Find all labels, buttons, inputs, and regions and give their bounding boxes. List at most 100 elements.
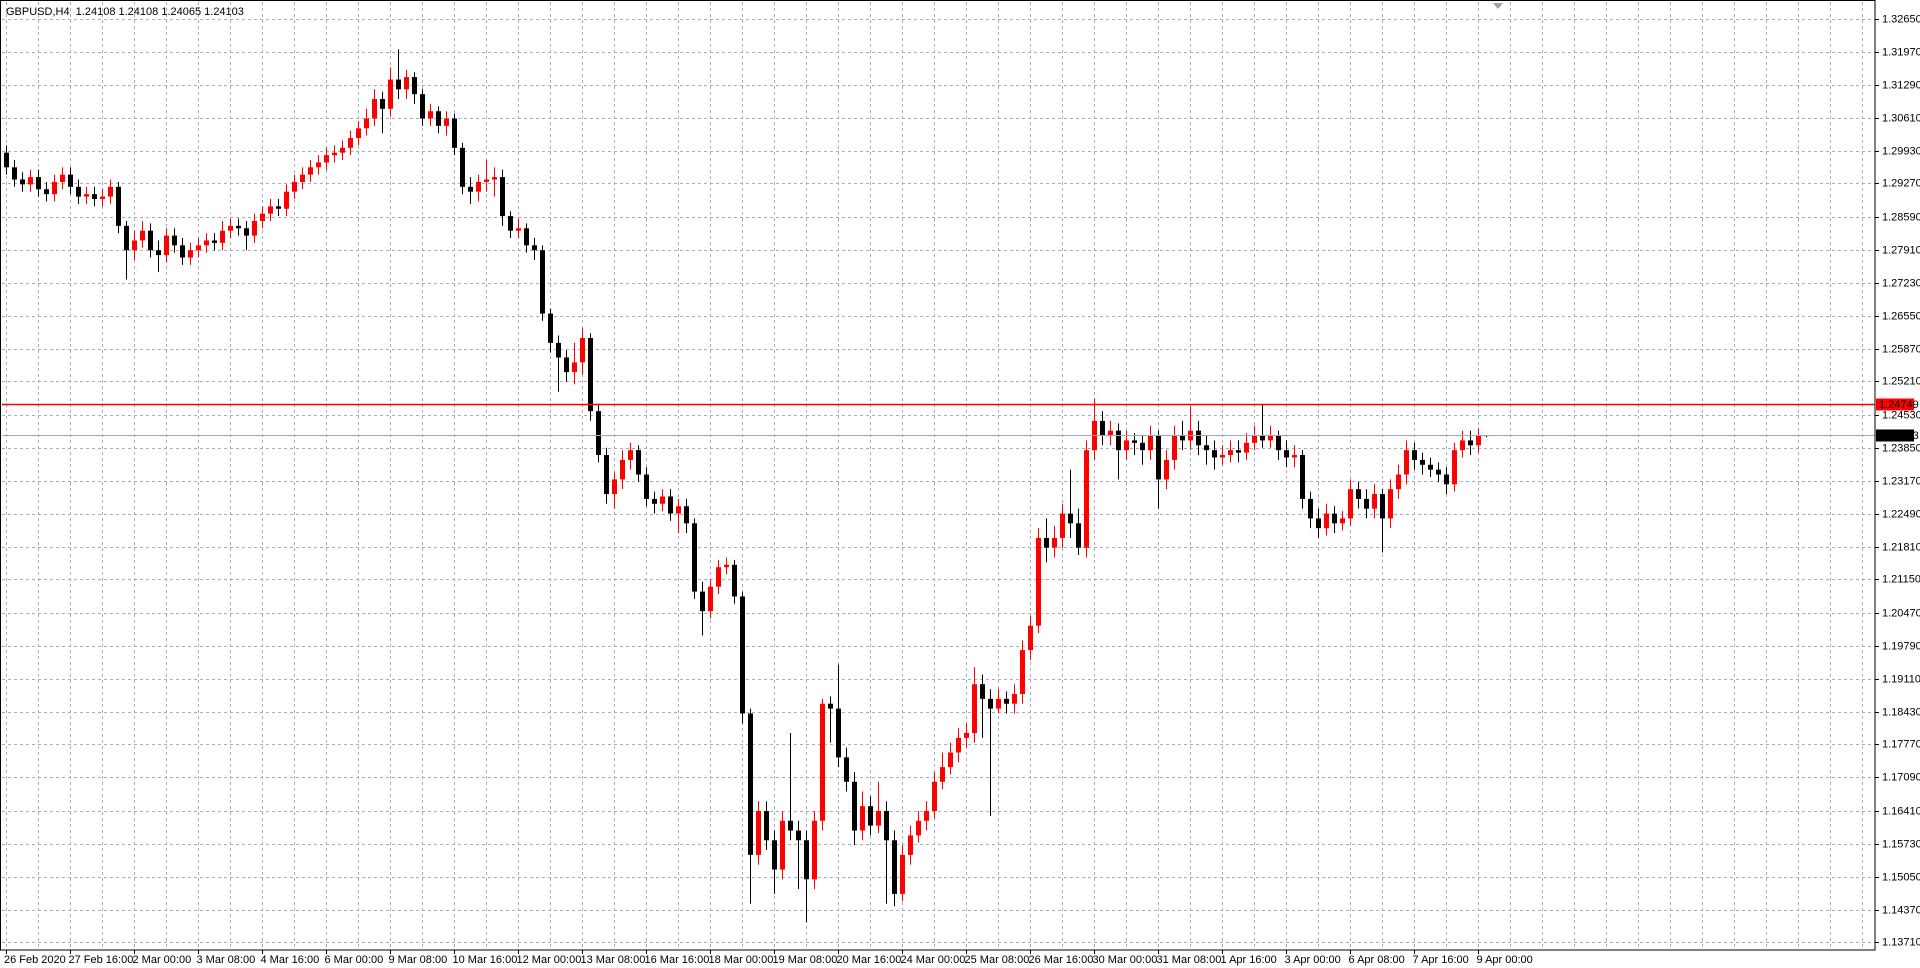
candle-body xyxy=(836,708,841,758)
candle-body xyxy=(1044,537,1049,548)
candle-body xyxy=(724,564,729,568)
y-tick-label: 1.21810 xyxy=(1882,541,1920,553)
candle-body xyxy=(1172,435,1177,460)
y-tick-label: 1.17090 xyxy=(1882,771,1920,783)
x-tick-label: 26 Feb 2020 xyxy=(4,954,66,966)
candle-body xyxy=(940,767,945,782)
candle-body xyxy=(1324,513,1329,529)
candle-body xyxy=(1132,440,1137,443)
candle-body xyxy=(652,498,657,504)
x-tick-label: 30 Mar 00:00 xyxy=(1093,954,1158,966)
candle-body xyxy=(812,820,817,880)
x-tick-label: 24 Mar 00:00 xyxy=(901,954,966,966)
candle-body xyxy=(684,506,689,524)
candle-body xyxy=(156,250,161,256)
candle-body xyxy=(132,240,137,251)
candle-body xyxy=(1396,474,1401,490)
candle-body xyxy=(860,806,865,831)
candle-body xyxy=(284,191,289,209)
y-tick-label: 1.21150 xyxy=(1882,573,1920,585)
candle-body xyxy=(468,186,473,192)
candle-body xyxy=(140,230,145,241)
candle-body xyxy=(1260,435,1265,441)
candle-body xyxy=(852,781,857,831)
candle-body xyxy=(260,213,265,221)
candle-body xyxy=(44,189,49,195)
candle-body xyxy=(844,757,849,782)
y-tick-label: 1.19790 xyxy=(1882,640,1920,652)
candle-body xyxy=(380,99,385,109)
y-tick-label: 1.29270 xyxy=(1882,177,1920,189)
candle-body xyxy=(1428,464,1433,470)
candle-body xyxy=(348,138,353,148)
y-tick-label: 1.25210 xyxy=(1882,375,1920,387)
candle-body xyxy=(676,506,681,514)
candle-body xyxy=(68,174,73,187)
candle-body xyxy=(52,181,57,195)
candle-body xyxy=(580,337,585,363)
candle-body xyxy=(1164,459,1169,480)
candle-body xyxy=(452,118,457,148)
candle-body xyxy=(332,152,337,156)
candle-body xyxy=(540,250,545,314)
y-tick-label: 1.19110 xyxy=(1882,673,1920,685)
candle-body xyxy=(212,240,217,243)
y-tick-label: 1.29930 xyxy=(1882,145,1920,157)
candle-body xyxy=(1204,445,1209,451)
candle-body xyxy=(1228,450,1233,456)
y-tick-label: 1.24530 xyxy=(1882,409,1920,421)
candle-body xyxy=(1340,518,1345,524)
candle-body xyxy=(20,179,25,185)
candle-body xyxy=(1036,537,1041,626)
candle-body xyxy=(1108,430,1113,436)
y-tick-label: 1.17770 xyxy=(1882,738,1920,750)
candle-body xyxy=(92,194,97,200)
candle-body xyxy=(428,111,433,119)
candle-body xyxy=(996,698,1001,709)
candle-body xyxy=(596,411,601,456)
plot-frame xyxy=(0,0,1876,951)
y-tick-label: 1.23170 xyxy=(1882,475,1920,487)
x-tick-label: 9 Mar 08:00 xyxy=(389,954,448,966)
candle-body xyxy=(1076,523,1081,548)
candle-body xyxy=(84,194,89,197)
candle-body xyxy=(444,118,449,126)
candle-body xyxy=(1196,430,1201,446)
candle-body xyxy=(756,811,761,855)
candle-body xyxy=(1404,450,1409,475)
y-tick-label: 1.15050 xyxy=(1882,871,1920,883)
candle-body xyxy=(340,147,345,153)
candle-body xyxy=(972,684,977,733)
candle-body xyxy=(1420,459,1425,465)
candle-body xyxy=(1356,489,1361,499)
candle-body xyxy=(548,313,553,343)
x-tick-label: 16 Mar 16:00 xyxy=(645,954,710,966)
x-tick-label: 7 Apr 16:00 xyxy=(1413,954,1469,966)
candle-body xyxy=(1236,450,1241,453)
x-tick-label: 3 Apr 00:00 xyxy=(1285,954,1341,966)
candle-body xyxy=(12,167,17,180)
candle-body xyxy=(1180,435,1185,441)
candle-body xyxy=(1100,420,1105,436)
level-label: 1.24103 xyxy=(1879,430,1919,442)
candle-body xyxy=(668,496,673,514)
candle-body xyxy=(604,455,609,495)
candle-body xyxy=(916,820,921,836)
candle-body xyxy=(1148,435,1153,451)
candle-body xyxy=(180,245,185,258)
candle-body xyxy=(116,186,121,226)
candle-body xyxy=(1364,498,1369,509)
candle-body xyxy=(780,820,785,870)
candle-body xyxy=(524,228,529,246)
y-tick-label: 1.28590 xyxy=(1882,211,1920,223)
candle-body xyxy=(388,79,393,109)
candle-body xyxy=(1348,489,1353,519)
y-tick-label: 1.27230 xyxy=(1882,277,1920,289)
chart-title: GBPUSD,H4 1.24108 1.24108 1.24065 1.2410… xyxy=(6,6,244,18)
y-tick-label: 1.15730 xyxy=(1882,838,1920,850)
candle-body xyxy=(508,216,513,231)
candle-body xyxy=(36,177,41,190)
candle-body xyxy=(980,684,985,699)
